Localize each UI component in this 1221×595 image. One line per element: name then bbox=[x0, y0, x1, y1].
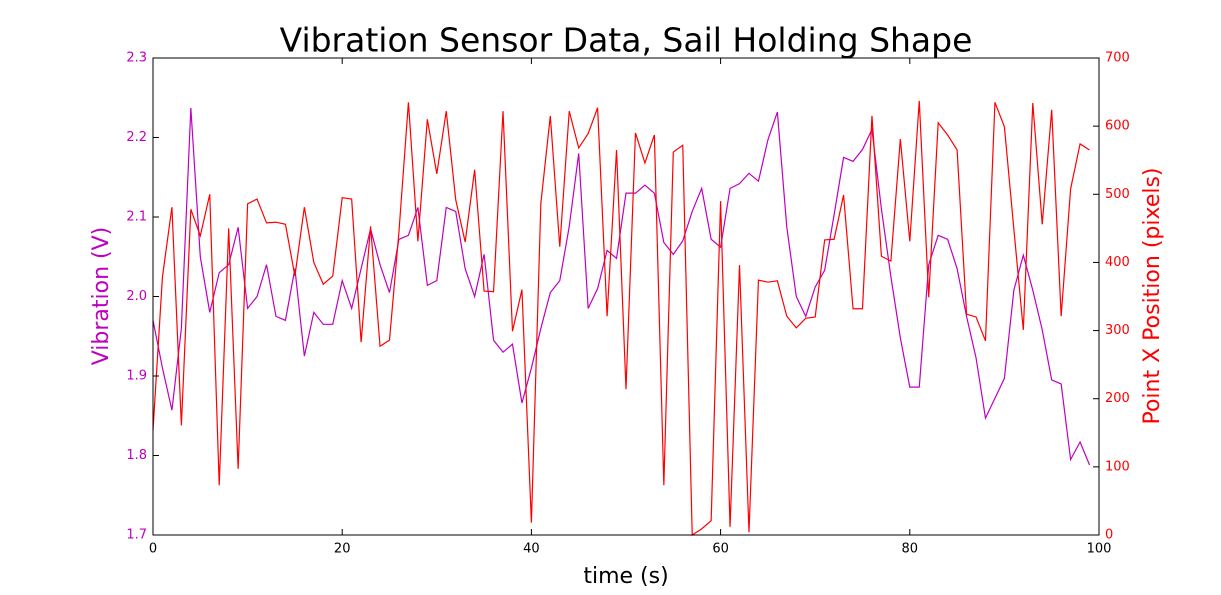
chart-title: Vibration Sensor Data, Sail Holding Shap… bbox=[280, 21, 973, 60]
y-axis-label: Vibration (V) bbox=[89, 227, 114, 366]
x-axis-label: time (s) bbox=[583, 564, 668, 589]
y-tick-label: 2.3 bbox=[126, 51, 147, 66]
y-tick-label: 2.1 bbox=[126, 210, 147, 225]
y2-tick-label: 200 bbox=[1105, 391, 1130, 406]
data-line bbox=[152, 108, 1091, 466]
x-tick-label: 0 bbox=[149, 542, 157, 557]
y-tick-label: 2.0 bbox=[126, 289, 147, 304]
data-line bbox=[152, 100, 1090, 537]
y2-tick-label: 600 bbox=[1105, 119, 1130, 134]
y2-tick-label: 700 bbox=[1105, 51, 1130, 66]
x-tick-label: 20 bbox=[334, 542, 351, 557]
x-tick-label: 40 bbox=[523, 542, 540, 557]
x-tick-label: 100 bbox=[1087, 542, 1112, 557]
y2-tick-label: 100 bbox=[1105, 459, 1130, 474]
y2-axis-label: Point X Position (pixels) bbox=[1140, 167, 1165, 424]
y2-tick-label: 0 bbox=[1105, 528, 1113, 543]
y2-tick-label: 400 bbox=[1105, 255, 1130, 270]
x-tick-label: 60 bbox=[712, 542, 729, 557]
plot-frame bbox=[152, 57, 1100, 536]
y-tick-label: 1.7 bbox=[126, 528, 147, 543]
y2-tick-label: 300 bbox=[1105, 323, 1130, 338]
y-tick-label: 2.2 bbox=[126, 130, 147, 145]
y-tick-label: 1.8 bbox=[126, 448, 147, 463]
y2-tick-label: 500 bbox=[1105, 187, 1130, 202]
x-tick-label: 80 bbox=[902, 542, 919, 557]
y-tick-label: 1.9 bbox=[126, 369, 147, 384]
